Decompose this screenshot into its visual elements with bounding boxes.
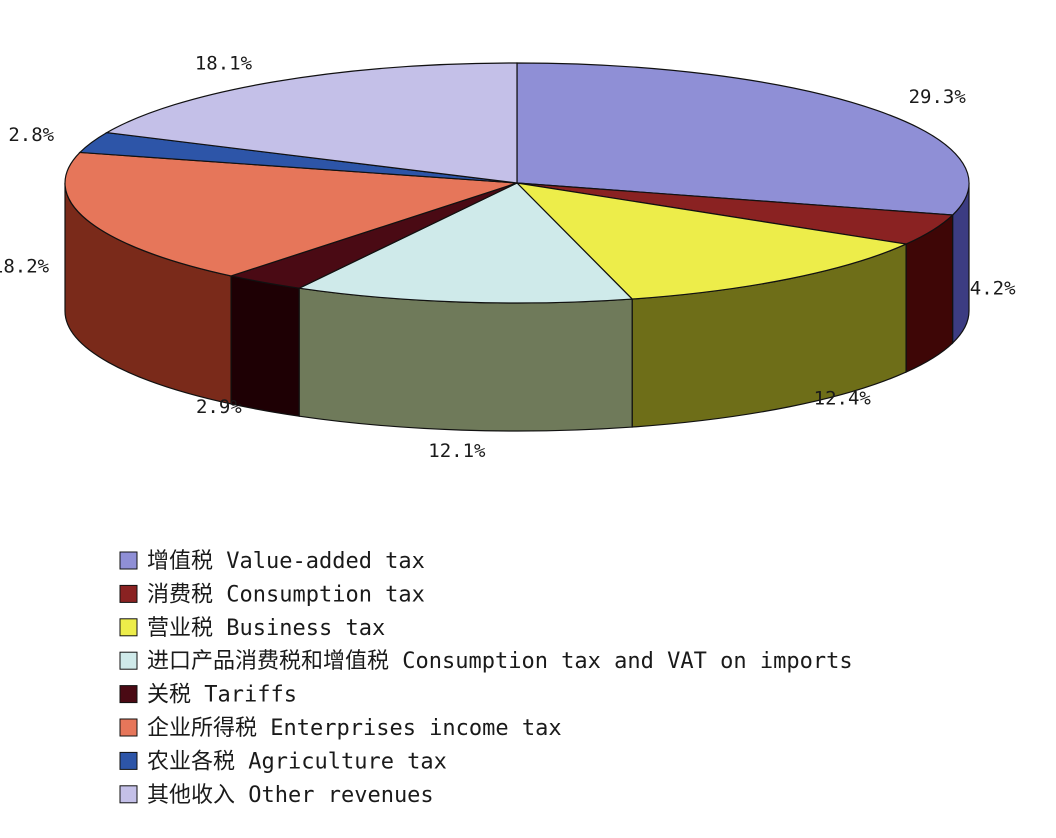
pie-tops (64, 62, 970, 304)
pie-slice-consumption-tax-and-vat-on-imports (297, 182, 634, 304)
pie-slice-valueadded-tax (516, 62, 970, 216)
pie-value-label-other-revenues: 18.1% (195, 52, 253, 74)
legend-label-business-tax: 营业税 Business tax (147, 616, 385, 641)
legend-label-consumption-tax: 消费税 Consumption tax (147, 582, 425, 607)
pie-labels: 29.3% 4.2% 12.4% 12.1% 2.9% 18.2% 2.8% 18.1% (0, 52, 1016, 462)
pie-value-label-consumption-tax-and-vat-on-imports: 12.1% (428, 440, 486, 462)
legend-swatch-consumption-tax (119, 584, 138, 603)
legend-swatch-enterprises-income-tax (119, 718, 138, 737)
legend-label-tariffs: 关税 Tariffs (147, 683, 297, 708)
legend-swatch-business-tax (119, 618, 138, 637)
pie-value-label-agriculture-tax: 2.8% (8, 124, 54, 146)
pie-slice-enterprises-income-tax (64, 151, 518, 277)
pie-slice-business-tax (515, 182, 909, 300)
legend-label-other-revenues: 其他收入 Other revenues (147, 783, 434, 808)
pie-slice-other-revenues (104, 62, 518, 184)
legend-swatch-agriculture-tax (119, 751, 138, 770)
pie-value-label-business-tax: 12.4% (814, 387, 872, 409)
pie-value-label-tariffs: 2.9% (196, 396, 242, 418)
legend-label-consumption-tax-and-vat-on-imports: 进口产品消费税和增值税 Consumption tax and VAT on i… (147, 649, 853, 674)
pie-value-label-enterprises-income-tax: 18.2% (0, 255, 50, 277)
legend: 增值税 Value-added tax 消费税 Consumption tax 营业… (119, 549, 853, 808)
legend-swatch-valueadded-tax (119, 551, 138, 570)
pie-value-label-valueadded-tax: 29.3% (909, 86, 967, 108)
legend-swatch-tariffs (119, 685, 138, 704)
pie-value-label-consumption-tax: 4.2% (970, 278, 1016, 300)
legend-label-valueadded-tax: 增值税 Value-added tax (147, 549, 425, 574)
legend-label-enterprises-income-tax: 企业所得税 Enterprises income tax (147, 716, 562, 741)
legend-label-agriculture-tax: 农业各税 Agriculture tax (147, 749, 447, 774)
legend-swatch-other-revenues (119, 785, 138, 804)
legend-swatch-consumption-tax-and-vat-on-imports (119, 651, 138, 670)
pie-side-consumption-tax-and-vat-on-imports (298, 287, 633, 432)
pie-sides (64, 182, 970, 432)
